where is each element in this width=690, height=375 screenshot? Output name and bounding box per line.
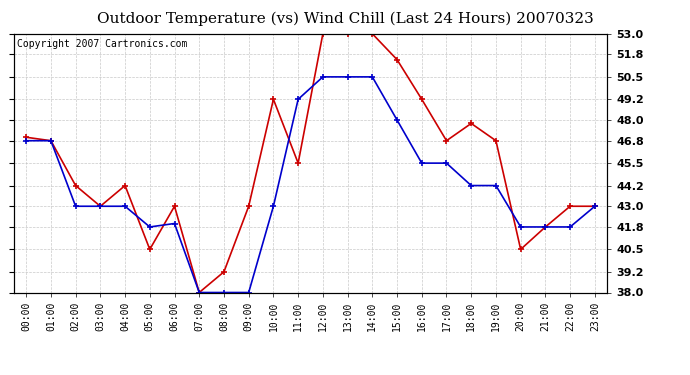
Text: Outdoor Temperature (vs) Wind Chill (Last 24 Hours) 20070323: Outdoor Temperature (vs) Wind Chill (Las…	[97, 11, 593, 26]
Text: Copyright 2007 Cartronics.com: Copyright 2007 Cartronics.com	[17, 39, 187, 49]
